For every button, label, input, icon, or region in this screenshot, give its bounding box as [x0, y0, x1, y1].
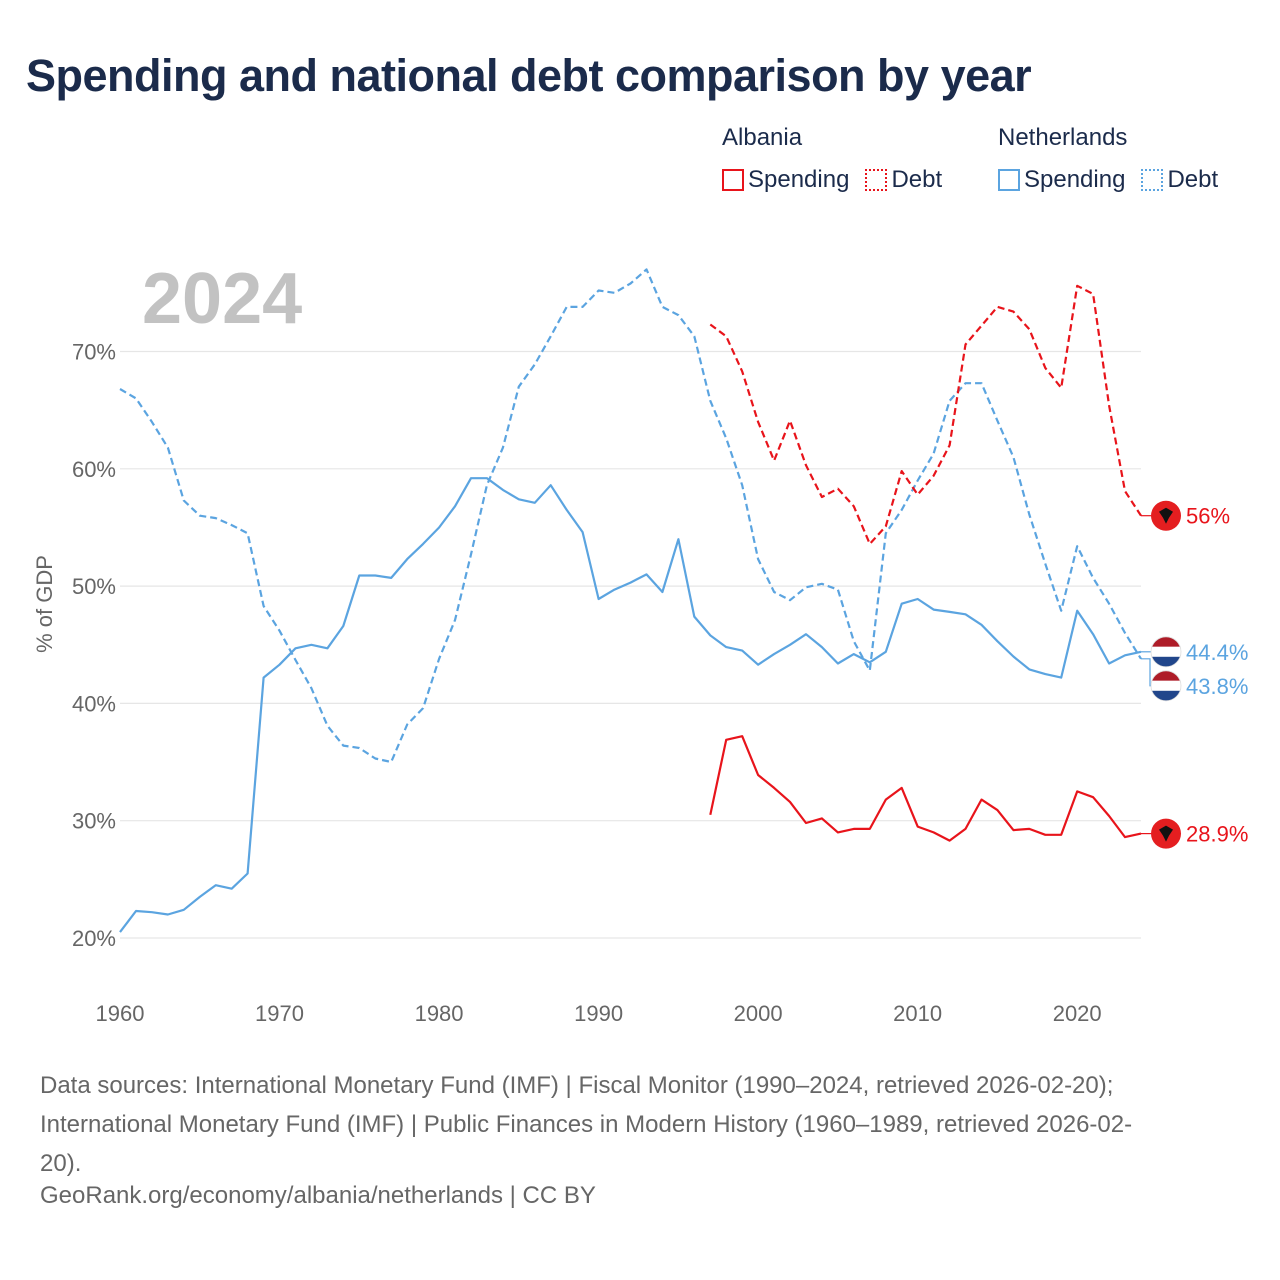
legend-group-albania: Albania Spending Debt — [722, 124, 942, 194]
end-connector-netherlands-debt — [1141, 658, 1152, 687]
legend-swatch-netherlands-debt — [1141, 169, 1164, 191]
legend-country-netherlands: Netherlands — [998, 124, 1128, 151]
legend-item-netherlands-spending[interactable]: Spending — [998, 166, 1125, 194]
series-line-albania-debt — [709, 284, 1142, 546]
end-value-label-netherlands-debt: 43.8% — [1186, 674, 1248, 699]
legend-swatch-albania-debt — [865, 169, 888, 191]
x-tick-label: 1960 — [96, 1001, 145, 1026]
series-line-netherlands-debt — [119, 268, 1142, 764]
flag-ring — [1150, 670, 1182, 702]
y-tick-label: 70% — [72, 340, 116, 365]
y-axis-label: % of GDP — [32, 555, 57, 653]
end-value-label-albania-spending: 28.9% — [1186, 822, 1248, 847]
flag-band-blue — [1151, 656, 1181, 667]
x-tick-label: 1980 — [415, 1001, 464, 1026]
end-label-layer: 56% 44.4% 43.8% 28.9% — [1141, 500, 1248, 849]
flag-icon-albania — [1151, 500, 1181, 531]
x-tick-label: 2020 — [1053, 1001, 1102, 1026]
legend-item-albania-spending[interactable]: Spending — [722, 166, 849, 194]
legend-country-albania: Albania — [722, 124, 803, 151]
legend-label-albania-spending: Spending — [748, 166, 850, 193]
end-value-label-netherlands-spending: 44.4% — [1186, 640, 1248, 665]
source-line: 20). — [40, 1150, 82, 1177]
y-tick-label: 40% — [72, 691, 116, 716]
eagle-shape — [1159, 507, 1173, 524]
credit-link[interactable]: GeoRank.org/economy/albania/netherlands … — [40, 1182, 596, 1209]
y-tick-label: 60% — [72, 457, 116, 482]
y-tick-label: 30% — [72, 809, 116, 834]
tick-layer: 20% 30% 40% 50% 60% 70% 1960 1970 1980 1990 2000 20… — [72, 340, 1102, 1027]
flag-band-red — [1151, 636, 1181, 647]
flag-ring — [1150, 636, 1182, 668]
legend-label-albania-debt: Debt — [891, 166, 943, 193]
flag-band-white — [1151, 680, 1181, 691]
series-line-albania-spending — [709, 735, 1142, 842]
series-line-netherlands-spending — [119, 477, 1142, 933]
legend-swatch-albania-spending — [722, 169, 744, 191]
x-tick-label: 2000 — [734, 1001, 783, 1026]
y-tick-label: 50% — [72, 574, 116, 599]
legend-item-albania-debt[interactable]: Debt — [865, 166, 942, 194]
flag-icon-netherlands — [1150, 670, 1182, 702]
legend-label-netherlands-debt: Debt — [1167, 166, 1219, 193]
legend-item-netherlands-debt[interactable]: Debt — [1141, 166, 1218, 194]
highlight-year-label: 2024 — [142, 259, 302, 339]
flag-icon-albania — [1151, 818, 1181, 849]
flag-band-white — [1151, 646, 1181, 657]
x-tick-label: 2010 — [893, 1001, 942, 1026]
flag-band-blue — [1151, 690, 1181, 701]
flag-icon-netherlands — [1150, 636, 1182, 668]
line-chart: 2024 % of GDP 20% 30% 40% 50% 60% 70% 1960 1970… — [32, 259, 1248, 1027]
source-line: Data sources: International Monetary Fun… — [40, 1072, 1114, 1099]
grid-layer — [120, 350, 1141, 939]
legend-group-netherlands: Netherlands Spending Debt — [998, 124, 1218, 194]
end-value-label-albania-debt: 56% — [1186, 504, 1230, 529]
legend-swatch-netherlands-spending — [998, 169, 1020, 191]
data-sources: Data sources: International Monetary Fun… — [40, 1066, 1240, 1183]
eagle-shape — [1159, 825, 1173, 842]
y-tick-label: 20% — [72, 926, 116, 951]
x-tick-label: 1990 — [574, 1001, 623, 1026]
chart-title: Spending and national debt comparison by… — [26, 50, 1032, 101]
legend-label-netherlands-spending: Spending — [1024, 166, 1126, 193]
source-line: International Monetary Fund (IMF) | Publ… — [40, 1111, 1133, 1138]
x-tick-label: 1970 — [255, 1001, 304, 1026]
series-layer — [119, 268, 1142, 933]
flag-band-red — [1151, 670, 1181, 681]
